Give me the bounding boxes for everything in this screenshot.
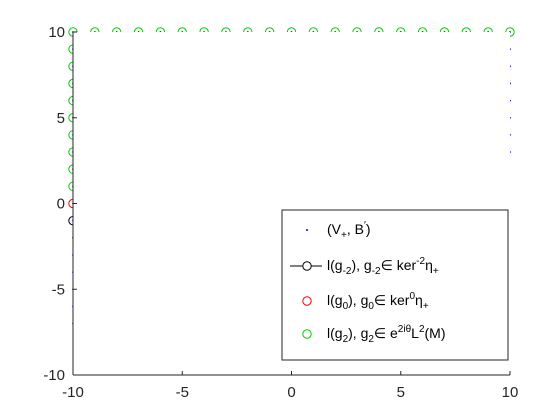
y-tick-label: -5 — [52, 281, 65, 298]
legend-black-circle-symbol — [302, 261, 312, 271]
x-tick-label: 0 — [287, 384, 295, 401]
legend-label-black-series: l(g-2), g-2∈ ker-2η+ — [327, 256, 439, 277]
y-tick-label: 10 — [48, 24, 65, 41]
x-tick-label: 5 — [397, 384, 405, 401]
legend-box — [281, 209, 509, 361]
y-tick-label: 0 — [57, 196, 65, 213]
x-tick-label: 10 — [502, 384, 519, 401]
legend-red-circle-symbol — [302, 296, 312, 306]
legend-label-red-series: l(g0), g0∈ ker0η+ — [327, 291, 429, 312]
legend: (V+, B′) l(g-2), g-2∈ ker-2η+ l(g0), g0∈ k… — [281, 209, 509, 361]
legend-dot-symbol — [306, 229, 308, 231]
legend-label-green-series: l(g2), g2∈ e2iθL2(M) — [327, 324, 446, 345]
legend-label-lattice: (V+, B′) — [327, 220, 371, 241]
x-tick-label: -10 — [62, 384, 84, 401]
y-tick-label: 5 — [57, 110, 65, 127]
x-tick-label: -5 — [176, 384, 189, 401]
legend-green-circle-symbol — [302, 329, 312, 339]
y-tick-label: -10 — [43, 367, 65, 384]
